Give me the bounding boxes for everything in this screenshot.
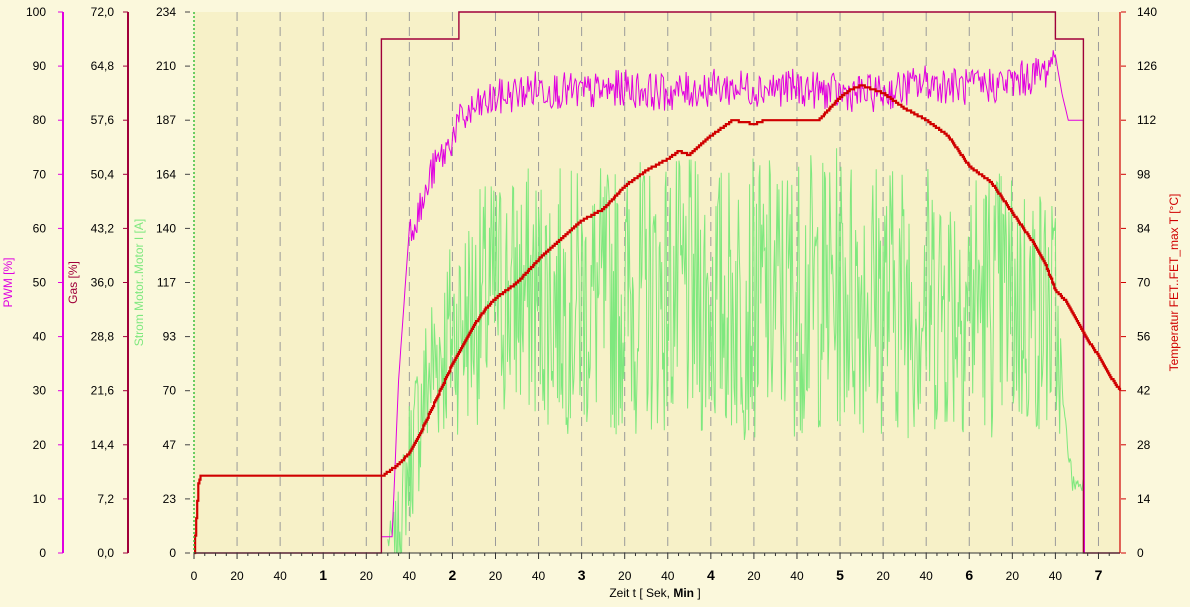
y-axis-pwm-tick-label: 50 xyxy=(33,276,47,290)
y-axis-strom-tick-label: 234 xyxy=(156,5,176,19)
x-axis-label: Zeit t [ Sek, Min ] xyxy=(609,586,700,600)
y-axis-pwm-title: PWM [%] xyxy=(1,258,15,308)
y-axis-temperatur-tick-label: 70 xyxy=(1137,276,1151,290)
x-axis-tick-label: 40 xyxy=(273,569,287,583)
x-axis-major-tick-label: 7 xyxy=(1095,567,1103,583)
y-axis-pwm-tick-label: 40 xyxy=(33,330,47,344)
y-axis-strom-tick-label: 187 xyxy=(156,113,176,127)
y-axis-strom-tick-label: 23 xyxy=(163,492,177,506)
y-axis-gas-tick-label: 72,0 xyxy=(91,5,115,19)
x-axis-tick-label: 0 xyxy=(191,569,198,583)
y-axis-temperatur-tick-label: 126 xyxy=(1137,59,1157,73)
series-temperatur-line xyxy=(194,84,1122,555)
x-axis-tick-label: 20 xyxy=(1006,569,1020,583)
y-axis-strom-tick-label: 210 xyxy=(156,59,176,73)
y-axis-pwm-tick-label: 90 xyxy=(33,59,47,73)
y-axis-temperatur-tick-label: 98 xyxy=(1137,167,1151,181)
series-gas-line xyxy=(194,11,1120,554)
x-axis-major-tick-label: 4 xyxy=(707,567,715,583)
y-axis-gas-tick-label: 50,4 xyxy=(91,167,115,181)
y-axis-pwm-tick-label: 70 xyxy=(33,167,47,181)
x-axis-tick-label: 20 xyxy=(489,569,503,583)
x-axis-tick-label: 40 xyxy=(920,569,934,583)
x-axis-tick-label: 40 xyxy=(1049,569,1063,583)
x-axis-tick-label: 40 xyxy=(532,569,546,583)
y-axis-temperatur-title: Temperatur FET..FET_max T [°C] xyxy=(1167,194,1181,372)
y-axis-gas-tick-label: 14,4 xyxy=(91,438,115,452)
y-axis-temperatur-tick-label: 14 xyxy=(1137,492,1151,506)
y-axis-strom-tick-label: 140 xyxy=(156,221,176,235)
y-axis-strom-tick-label: 164 xyxy=(156,167,176,181)
x-axis-tick-label: 40 xyxy=(403,569,417,583)
y-axis-temperatur-tick-label: 112 xyxy=(1137,113,1156,127)
x-axis-major-tick-label: 2 xyxy=(449,567,457,583)
x-axis-major-tick-label: 5 xyxy=(836,567,844,583)
y-axis-pwm-tick-label: 80 xyxy=(33,113,47,127)
x-axis-tick-label: 20 xyxy=(618,569,632,583)
y-axis-gas-tick-label: 28,8 xyxy=(91,330,115,344)
y-axis-gas-tick-label: 57,6 xyxy=(91,113,115,127)
y-axis-gas-title: Gas [%] xyxy=(66,261,80,304)
y-axis-strom-tick-label: 0 xyxy=(169,546,176,560)
y-axis-gas-tick-label: 64,8 xyxy=(91,59,115,73)
y-axis-strom-tick-label: 70 xyxy=(163,384,177,398)
y-axis-pwm-tick-label: 10 xyxy=(33,492,47,506)
y-axis-pwm-tick-label: 20 xyxy=(33,438,47,452)
x-axis-label-prefix: Zeit t [ Sek, xyxy=(609,586,673,600)
x-axis-tick-label: 20 xyxy=(876,569,890,583)
x-axis-major-tick-label: 1 xyxy=(319,567,327,583)
y-axis-pwm-tick-label: 60 xyxy=(33,221,47,235)
y-axis-temperatur-tick-label: 28 xyxy=(1137,438,1151,452)
x-axis-label-unit: Min xyxy=(673,586,694,600)
y-axis-gas-tick-label: 21,6 xyxy=(91,384,115,398)
series-layer xyxy=(194,11,1122,555)
y-axis-temperatur-tick-label: 84 xyxy=(1137,221,1151,235)
x-axis-tick-label: 40 xyxy=(661,569,675,583)
y-axis-pwm-tick-label: 100 xyxy=(26,5,46,19)
x-axis-tick-label: 40 xyxy=(790,569,804,583)
y-axis-temperatur-tick-label: 42 xyxy=(1137,384,1151,398)
y-axis-strom-tick-label: 117 xyxy=(157,276,176,290)
y-axis-gas-tick-label: 7,2 xyxy=(97,492,114,506)
y-axis-pwm-tick-label: 0 xyxy=(39,546,46,560)
y-axis-pwm-tick-label: 30 xyxy=(33,384,47,398)
y-axis-temperatur-tick-label: 140 xyxy=(1137,5,1157,19)
x-axis-major-tick-label: 3 xyxy=(578,567,586,583)
y-axis-gas-tick-label: 43,2 xyxy=(91,221,115,235)
y-axis-temperatur-tick-label: 56 xyxy=(1137,330,1151,344)
x-axis: 0 20 40 1 20 40 2 20 40 3 20 40 4 20 40 5 20 40 6 20 40 7 xyxy=(191,553,1110,583)
y-axis-strom-title: Strom Motor..Motor I [A] xyxy=(132,219,146,346)
x-axis-tick-label: 20 xyxy=(360,569,374,583)
y-axis-gas-tick-label: 0,0 xyxy=(97,546,114,560)
y-axis-strom-tick-label: 47 xyxy=(163,438,177,452)
y-axis-temperatur-tick-label: 0 xyxy=(1137,546,1144,560)
x-axis-tick-label: 20 xyxy=(747,569,761,583)
x-axis-tick-label: 20 xyxy=(230,569,244,583)
axes-layer: 0 10 20 30 40 50 60 70 80 90 100 PWM [%] 0,0 7,2 14,4 2… xyxy=(1,5,1181,560)
x-axis-major-tick-label: 6 xyxy=(965,567,973,583)
y-axis-gas-tick-label: 36,0 xyxy=(91,276,115,290)
series-pwm-line xyxy=(381,50,1120,554)
x-axis-label-suffix: ] xyxy=(694,586,701,600)
series-strom-line xyxy=(387,148,1084,555)
y-axis-strom-tick-label: 93 xyxy=(163,330,177,344)
